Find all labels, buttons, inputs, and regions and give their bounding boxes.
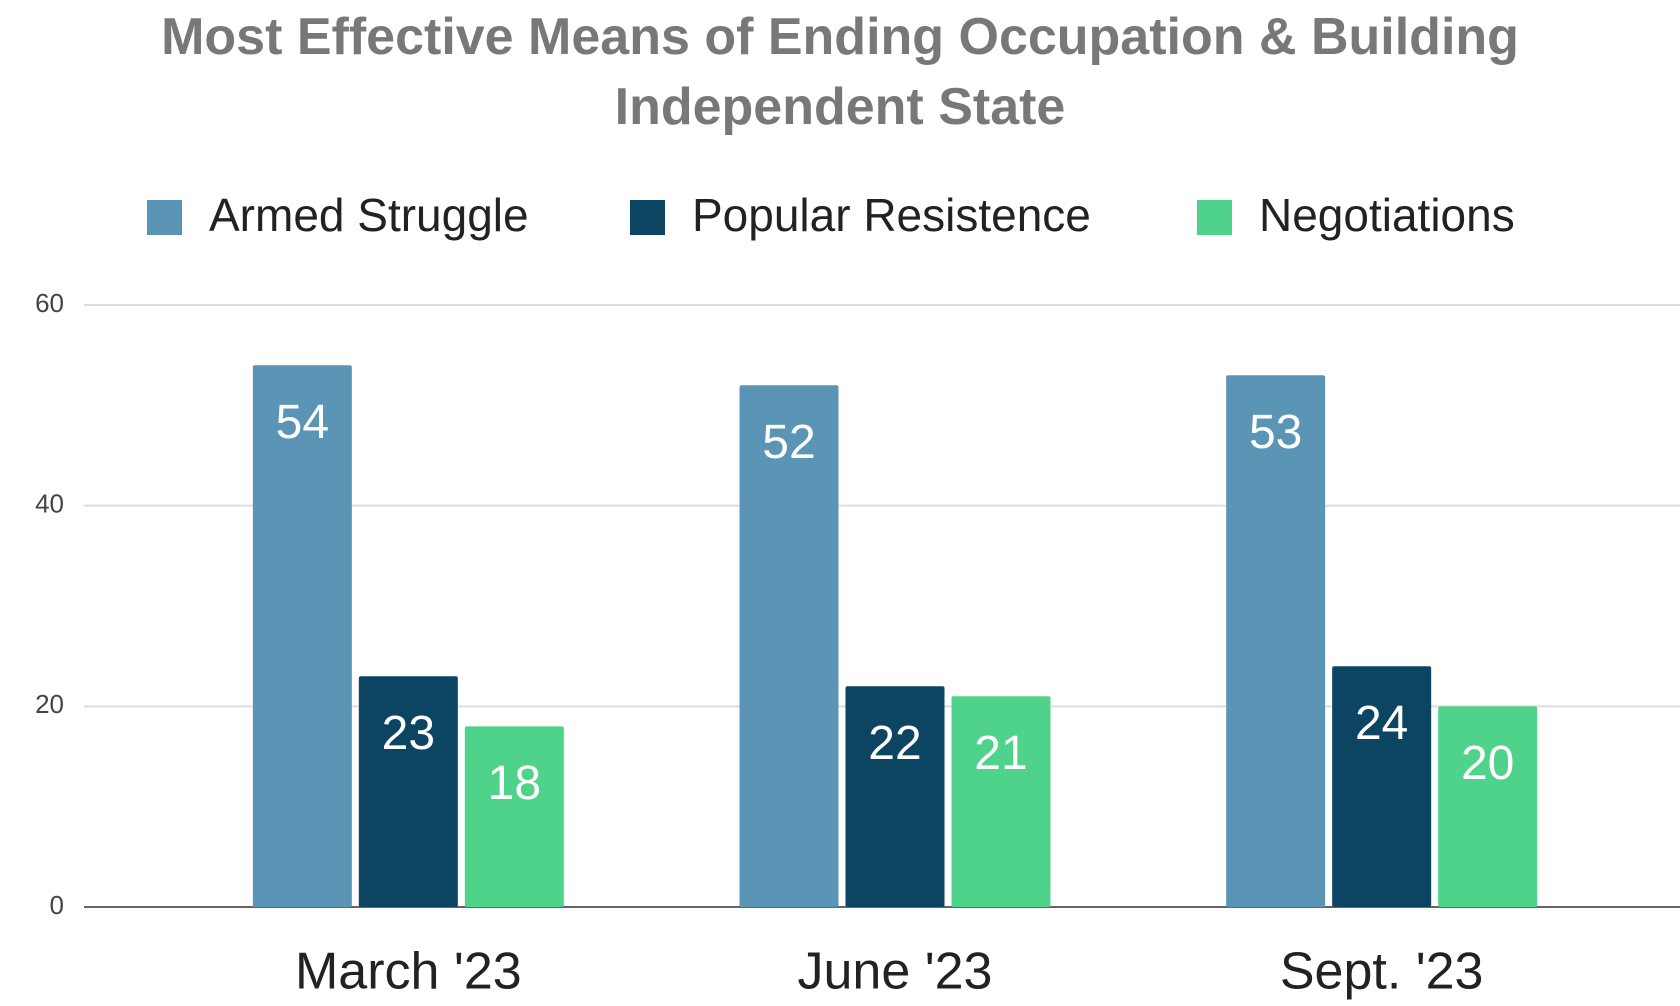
y-tick-label: 20 [35,689,64,719]
data-label: 52 [762,416,815,469]
bar [1332,666,1432,907]
data-label: 22 [868,717,921,770]
legend-swatch [1197,200,1232,235]
data-label: 23 [382,707,435,760]
data-label: 18 [488,757,541,810]
chart-title: Most Effective Means of Ending Occupatio… [161,8,1519,136]
data-label: 20 [1461,737,1514,790]
legend-label: Negotiations [1259,189,1515,241]
y-tick-label: 0 [50,890,64,920]
bar [252,365,352,907]
bar [1226,375,1326,907]
bar [464,726,564,907]
bar [1438,706,1538,907]
x-tick-label: March '23 [295,943,522,1001]
data-label: 24 [1355,697,1408,750]
bar [845,686,945,907]
y-tick-label: 40 [35,489,64,519]
data-label: 21 [974,727,1027,780]
bar [358,676,458,907]
legend-label: Armed Struggle [209,189,529,241]
legend-swatch [630,200,665,235]
legend-label: Popular Resistence [692,189,1091,241]
x-tick-label: Sept. '23 [1280,943,1484,1001]
legend-swatch [147,200,182,235]
bar [739,385,839,907]
data-label: 54 [276,396,329,449]
y-tick-label: 60 [35,288,64,318]
bar [951,696,1051,907]
x-tick-label: June '23 [798,943,993,1001]
data-label: 53 [1249,406,1302,459]
